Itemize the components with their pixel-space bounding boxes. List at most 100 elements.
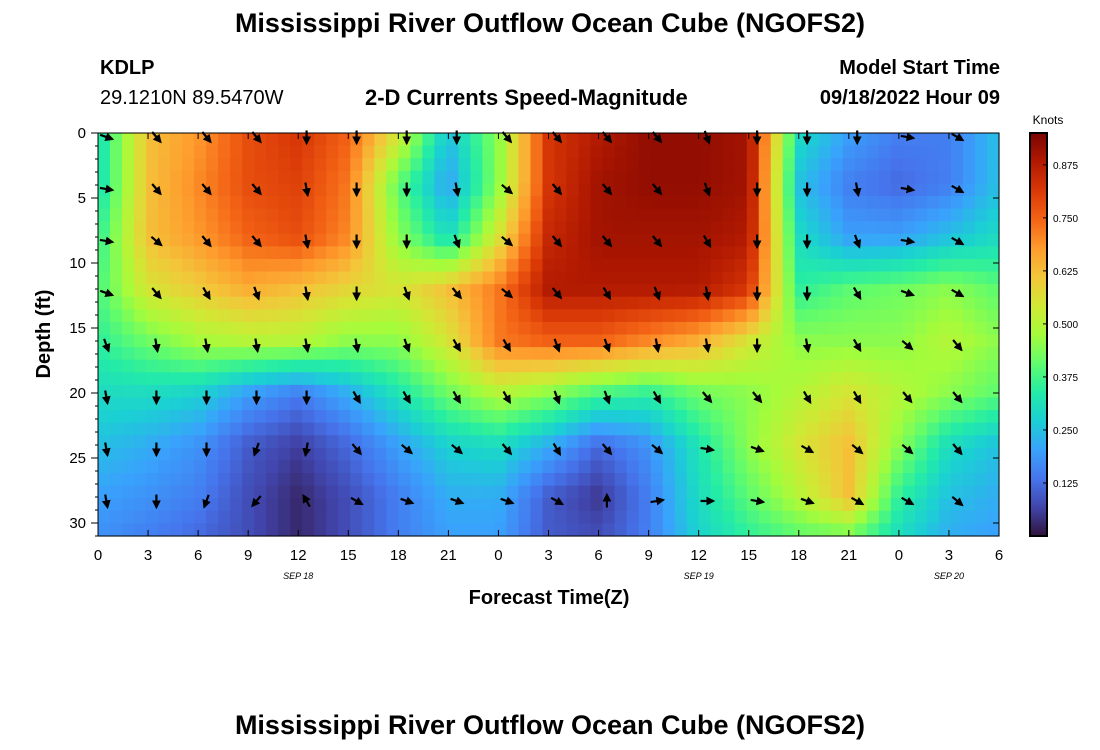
heatmap-cell — [410, 133, 423, 147]
heatmap-cell — [122, 422, 135, 436]
heatmap-cell — [734, 334, 748, 348]
heatmap-cell — [674, 195, 688, 210]
heatmap-cell — [830, 498, 844, 512]
heatmap-cell — [314, 233, 327, 247]
heatmap-cell — [950, 460, 964, 474]
heatmap-cell — [974, 422, 988, 436]
heatmap-cell — [410, 233, 423, 247]
heatmap-cell — [266, 473, 279, 487]
heatmap-cell — [578, 410, 592, 424]
heatmap-cell — [146, 359, 159, 373]
heatmap-cell — [422, 347, 435, 361]
heatmap-cell — [638, 170, 652, 184]
heatmap-cell — [362, 460, 375, 474]
heatmap-cell — [230, 195, 243, 210]
heatmap-cell — [398, 195, 411, 210]
heatmap-cell — [278, 347, 291, 361]
heatmap-cell — [98, 221, 111, 235]
heatmap-cell — [254, 435, 267, 449]
heatmap-cell — [926, 372, 940, 386]
heatmap-cell — [482, 447, 496, 462]
heatmap-cell — [302, 170, 315, 184]
heatmap-cell — [818, 258, 832, 273]
heatmap-cell — [662, 410, 676, 424]
heatmap-cell — [926, 183, 940, 197]
heatmap-cell — [482, 435, 496, 449]
heatmap-cell — [638, 359, 652, 373]
heatmap-cell — [758, 347, 772, 361]
heatmap-cell — [434, 170, 447, 184]
heatmap-cell — [542, 271, 556, 285]
heatmap-cell — [938, 258, 952, 273]
current-vector — [901, 339, 914, 351]
heatmap-cell — [722, 296, 736, 310]
heatmap-cell — [866, 334, 880, 348]
heatmap-cell — [386, 447, 399, 462]
heatmap-cell — [470, 359, 484, 373]
heatmap-cell — [842, 473, 856, 487]
heatmap-cell — [218, 258, 231, 273]
heatmap-cell — [674, 347, 688, 361]
current-vector — [201, 131, 212, 144]
heatmap-cell — [446, 435, 459, 449]
heatmap-cell — [350, 195, 363, 210]
heatmap-cell — [410, 208, 423, 222]
heatmap-cell — [386, 221, 399, 235]
heatmap-cell — [902, 384, 916, 399]
heatmap-cell — [878, 384, 892, 399]
heatmap-cell — [626, 397, 640, 411]
heatmap-cell — [134, 145, 147, 159]
heatmap-cell — [410, 422, 423, 436]
heatmap-cell — [134, 271, 147, 285]
heatmap-cell — [458, 296, 472, 310]
heatmap-cell — [218, 510, 231, 524]
heatmap-cell — [506, 460, 520, 474]
heatmap-cell — [782, 271, 796, 285]
heatmap-cell — [722, 410, 736, 424]
current-vector — [702, 182, 711, 197]
y-tick-label: 0 — [78, 125, 86, 142]
heatmap-cell — [914, 422, 928, 436]
heatmap-cell — [458, 271, 472, 285]
x-tick-label: 6 — [995, 547, 1003, 564]
heatmap-cell — [926, 145, 940, 159]
x-tick-label: 6 — [194, 547, 202, 564]
heatmap-cell — [194, 435, 207, 449]
heatmap-cell — [362, 221, 375, 235]
heatmap-cell — [614, 133, 628, 147]
heatmap-cell — [614, 359, 628, 373]
heatmap-cell — [722, 170, 736, 184]
heatmap-cell — [542, 372, 556, 386]
heatmap-cell — [914, 347, 928, 361]
current-vector — [101, 494, 111, 510]
heatmap-cell — [698, 422, 712, 436]
heatmap-cell — [506, 221, 520, 235]
heatmap-cell — [938, 485, 952, 499]
x-tick-label: 15 — [340, 547, 357, 564]
current-vector — [451, 443, 464, 455]
heatmap-cell — [650, 296, 664, 310]
heatmap-cell — [590, 246, 604, 260]
heatmap-cell — [146, 271, 159, 285]
heatmap-cell — [818, 447, 832, 462]
heatmap-cell — [962, 422, 976, 436]
heatmap-cell — [254, 422, 267, 436]
heatmap-cell — [254, 221, 267, 235]
heatmap-cell — [170, 284, 183, 298]
heatmap-cell — [770, 195, 784, 210]
heatmap-cell — [614, 309, 628, 323]
heatmap-cell — [962, 410, 976, 424]
heatmap-cell — [674, 133, 688, 147]
heatmap-cell — [206, 246, 219, 260]
heatmap-cell — [326, 460, 339, 474]
heatmap-cell — [278, 372, 291, 386]
heatmap-cell — [98, 422, 111, 436]
heatmap-cell — [494, 183, 508, 197]
heatmap-cell — [782, 435, 796, 449]
heatmap-cell — [482, 460, 496, 474]
heatmap-cell — [770, 321, 784, 336]
heatmap-cell — [830, 485, 844, 499]
current-vector — [800, 496, 815, 505]
heatmap-cell — [590, 170, 604, 184]
heatmap-cell — [338, 296, 351, 310]
